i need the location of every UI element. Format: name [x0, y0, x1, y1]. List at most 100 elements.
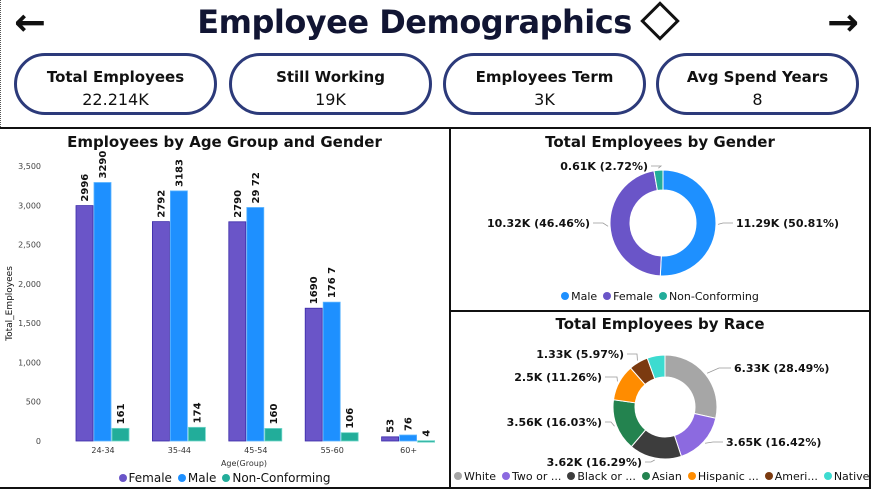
bar-non-conforming[interactable]: [340, 432, 359, 442]
legend-label: Non-Conforming: [668, 290, 759, 303]
y-tick-label: 0: [36, 437, 41, 446]
bar-male[interactable]: [93, 182, 112, 442]
x-tick-label: 55-60: [321, 446, 344, 455]
y-tick-label: 1,500: [18, 319, 41, 328]
y-tick-label: 500: [26, 398, 41, 407]
gender-legend: Male Female Non-Conforming: [451, 290, 869, 303]
legend-item-two-or[interactable]: Two or ...: [502, 470, 561, 483]
slice-data-label: 0.61K (2.72%): [560, 160, 648, 173]
bar-non-conforming[interactable]: [417, 440, 436, 443]
forward-button[interactable]: →: [827, 2, 859, 42]
kpi-label: Total Employees: [46, 68, 185, 86]
legend-item-male[interactable]: Male: [177, 471, 217, 485]
slice-non-conforming[interactable]: [653, 169, 664, 192]
legend-label: Male: [571, 290, 598, 303]
data-label: 176 7: [327, 267, 338, 298]
legend-item-ameri[interactable]: Ameri...: [764, 470, 818, 483]
slice-data-label: 3.65K (16.42%): [726, 436, 821, 449]
bar-female[interactable]: [381, 436, 400, 442]
legend-label: Female: [613, 290, 653, 303]
leader-line: [627, 353, 638, 361]
slice-data-label: 6.33K (28.49%): [734, 362, 829, 375]
legend-item-non-conforming[interactable]: Non-Conforming: [658, 290, 759, 303]
gender-donut-chart: 11.29K (50.81%) 10.32K (46.46%) 0.61K (2.7…: [487, 160, 839, 277]
legend-item-white[interactable]: White: [454, 470, 496, 483]
slice-white[interactable]: [664, 354, 718, 419]
gender-chart-panel[interactable]: Total Employees by Gender 11.29K (50.81%…: [449, 127, 871, 312]
kpi-card-employees-term[interactable]: Employees Term 3K: [443, 53, 646, 115]
kpi-card-total-employees[interactable]: Total Employees 22.214K: [14, 53, 217, 115]
kpi-card-avg-spend-years[interactable]: Avg Spend Years 8: [656, 53, 859, 115]
slice-female[interactable]: [609, 170, 662, 277]
age-gender-chart-panel[interactable]: Employees by Age Group and Gender 0 500 1,…: [0, 127, 451, 489]
chart-title: Total Employees by Race: [555, 315, 765, 333]
diamond-icon[interactable]: [639, 1, 680, 41]
kpi-label: Still Working: [276, 68, 385, 86]
legend-dot: [567, 472, 576, 480]
legend-label: Male: [187, 471, 217, 485]
kpi-label: Avg Spend Years: [686, 68, 829, 86]
bar-chart-legend: Female Male Non-Conforming: [0, 471, 449, 485]
data-label: 2790: [233, 190, 244, 218]
legend-dot: [177, 473, 186, 482]
legend-label: Female: [128, 471, 172, 485]
legend-dot: [118, 473, 127, 482]
data-label: 2996: [80, 174, 91, 202]
back-button[interactable]: ←: [14, 2, 46, 42]
y-tick-label: 2,000: [18, 280, 41, 289]
y-axis-label: Total_Employees: [5, 266, 15, 342]
bar-non-conforming[interactable]: [187, 426, 206, 442]
y-tick-label: 2,500: [18, 241, 41, 250]
leader-line: [645, 459, 655, 463]
slice-male[interactable]: [659, 169, 717, 277]
slice-native[interactable]: [646, 354, 666, 380]
legend-label: Black or ...: [577, 470, 636, 483]
legend-item-non-conforming[interactable]: Non-Conforming: [222, 471, 330, 485]
data-label: 106: [345, 408, 356, 429]
race-chart-panel[interactable]: Total Employees by Race 6.33K (28.49%) 3.…: [449, 310, 871, 489]
data-label: 174: [192, 402, 203, 423]
legend-item-hispanic[interactable]: Hispanic ...: [687, 470, 759, 483]
leader-line: [593, 222, 609, 227]
page-title: Employee Demographics: [0, 0, 871, 44]
x-tick-label: 24-34: [91, 446, 114, 455]
bar-female[interactable]: [151, 221, 170, 442]
bar-non-conforming[interactable]: [111, 427, 130, 442]
kpi-card-still-working[interactable]: Still Working 19K: [229, 53, 432, 115]
legend-dot: [764, 472, 773, 480]
kpi-value: 22.214K: [82, 90, 149, 109]
bar-non-conforming[interactable]: [264, 428, 283, 442]
bar-female[interactable]: [75, 205, 94, 442]
bar-male[interactable]: [322, 301, 341, 442]
leader-line: [706, 367, 731, 374]
bar-female[interactable]: [304, 307, 323, 442]
legend-label: Asian: [651, 470, 682, 483]
slice-data-label: 10.32K (46.46%): [487, 217, 590, 230]
bar-male[interactable]: [399, 434, 418, 442]
race-donut-chart: 6.33K (28.49%) 3.65K (16.42%) 3.62K (16.29…: [507, 348, 830, 469]
y-tick-label: 3,500: [18, 162, 41, 171]
legend-dot: [561, 292, 570, 300]
legend-item-asian[interactable]: Asian: [641, 470, 682, 483]
legend-dot: [823, 472, 832, 480]
slice-data-label: 3.56K (16.03%): [507, 416, 602, 429]
legend-dot: [603, 292, 612, 300]
leader-line: [605, 376, 618, 382]
legend-item-male[interactable]: Male: [561, 290, 597, 303]
legend-item-black-or[interactable]: Black or ...: [567, 470, 636, 483]
leader-line: [717, 222, 733, 225]
slice-two-or[interactable]: [673, 412, 717, 457]
legend-label: Non-Conforming: [232, 471, 331, 485]
legend-label: White: [464, 470, 496, 483]
legend-dot: [658, 292, 667, 300]
legend-item-native[interactable]: Native ...: [823, 470, 871, 483]
bar-male[interactable]: [169, 190, 188, 442]
kpi-value: 19K: [315, 90, 346, 109]
legend-item-female[interactable]: Female: [603, 290, 653, 303]
slice-data-label: 11.29K (50.81%): [736, 217, 839, 230]
bar-male[interactable]: [246, 207, 265, 442]
legend-dot: [454, 472, 462, 480]
kpi-value: 8: [752, 90, 763, 109]
bar-female[interactable]: [228, 221, 247, 442]
legend-item-female[interactable]: Female: [118, 471, 172, 485]
